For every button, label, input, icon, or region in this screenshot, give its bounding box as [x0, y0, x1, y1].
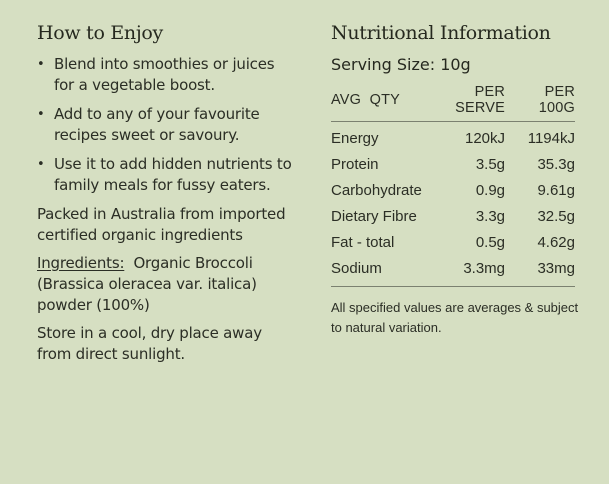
per-100g-value: 35.3g — [537, 155, 575, 173]
usage-item: Use it to add hidden nutrients to family… — [37, 154, 297, 196]
per-100g-value: 33mg — [505, 255, 575, 287]
per-100g-value: 9.61g — [537, 181, 575, 199]
serving-size: Serving Size: 10g — [331, 55, 471, 74]
per-serve-value: 120kJ — [465, 129, 506, 147]
per-serve-value: 0.9g — [475, 181, 506, 199]
per-100g-value: 4.62g — [537, 233, 575, 251]
nutrient-name: Sodium — [331, 255, 422, 287]
per-serve-value: 3.3g — [475, 207, 506, 225]
per-serve-value: 3.5g — [475, 155, 506, 173]
nutrient-name: Protein — [331, 155, 379, 173]
averages-note: All specified values are averages & subj… — [331, 300, 579, 335]
storage-text: Store in a cool, dry place away from dir… — [37, 324, 262, 363]
nutrient-name: Energy — [331, 129, 379, 147]
nutrition-title: Nutritional Information — [331, 22, 551, 44]
per-serve-value: 3.3mg — [421, 255, 506, 287]
table-row: Fat - total 0.5g 4.62g — [331, 229, 575, 255]
nutrient-name: Carbohydrate — [331, 181, 422, 199]
table-row: Sodium 3.3mg 33mg — [331, 255, 575, 287]
packed-origin-text: Packed in Australia from imported certif… — [37, 205, 286, 244]
header-per-100g: PER 100G — [505, 82, 575, 122]
usage-item: Add to any of your favourite recipes swe… — [37, 104, 297, 146]
ingredients-label: Ingredients: — [37, 254, 125, 272]
header-avg-qty: AVG QTY — [331, 82, 422, 122]
per-100g-value: 1194kJ — [527, 129, 575, 147]
ingredients-text: Ingredients: Organic Broccoli (Brassica … — [37, 253, 297, 316]
header-per-serve: PER SERVE — [421, 82, 506, 122]
table-row: Carbohydrate 0.9g 9.61g — [331, 177, 575, 203]
per-serve-value: 0.5g — [475, 233, 506, 251]
usage-list: Blend into smoothies or juices for a veg… — [37, 54, 297, 196]
nutrition-table: AVG QTY PER SERVE PER 100G Energy 120kJ … — [331, 82, 575, 287]
usage-item: Blend into smoothies or juices for a veg… — [37, 54, 297, 96]
per-100g-value: 32.5g — [537, 207, 575, 225]
nutrient-name: Fat - total — [331, 233, 395, 251]
nutrition-header-row: AVG QTY PER SERVE PER 100G — [331, 82, 575, 122]
how-to-enjoy-section: How to Enjoy Blend into smoothies or jui… — [37, 20, 297, 372]
nutrient-name: Dietary Fibre — [331, 207, 417, 225]
ingredients-value: Organic Broccoli (Brassica oleracea var.… — [37, 254, 257, 314]
nutrition-section: Nutritional Information Serving Size: 10… — [331, 20, 578, 351]
how-to-enjoy-title: How to Enjoy — [37, 22, 163, 44]
table-row: Protein 3.5g 35.3g — [331, 151, 575, 177]
table-row: Dietary Fibre 3.3g 32.5g — [331, 203, 575, 229]
table-row: Energy 120kJ 1194kJ — [331, 122, 575, 152]
